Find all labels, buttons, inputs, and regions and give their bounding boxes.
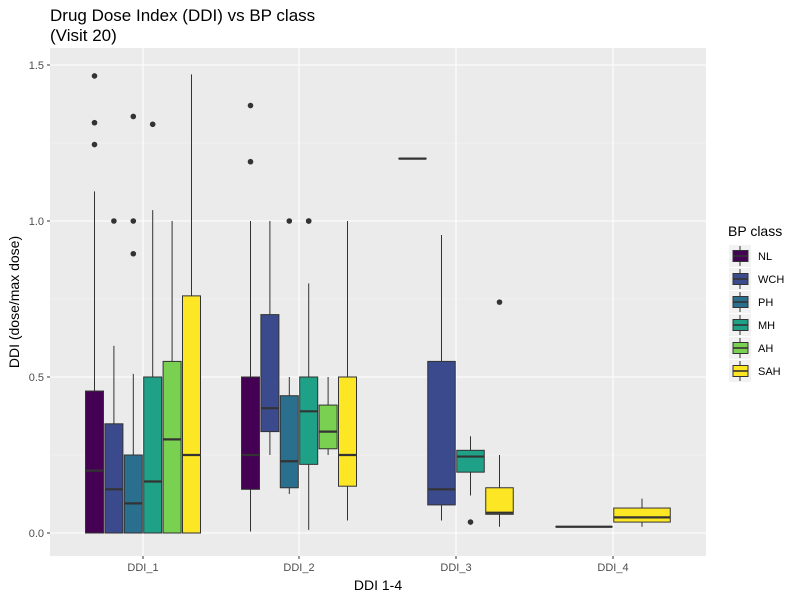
legend-label: WCH (758, 274, 784, 286)
box-wch-ddi_2 (260, 314, 280, 433)
outlier-wch-ddi_1 (111, 218, 117, 224)
legend-label: AH (758, 343, 773, 355)
box-sah-ddi_2 (338, 376, 357, 487)
legend-item-ph: PH (729, 291, 773, 313)
y-axis-ticks: 0.0 0.5 1.0 1.5 (29, 60, 50, 540)
y-tick-label: 0.5 (29, 372, 44, 384)
outliers (91, 73, 503, 525)
outlier-ph-ddi_1 (130, 218, 137, 224)
y-tick-label: 1.0 (29, 216, 44, 228)
y-axis-title: DDI (dose/max dose) (6, 236, 22, 368)
outlier-nl-ddi_1 (91, 141, 98, 148)
outlier-ph-ddi_1 (130, 113, 137, 120)
outlier-ph-ddi_2 (286, 218, 293, 224)
box-sah-ddi_3 (485, 487, 514, 515)
chart-title: Drug Dose Index (DDI) vs BP class (50, 6, 315, 25)
outlier-nl-ddi_2 (247, 158, 254, 165)
legend-item-ah: AH (729, 337, 773, 359)
legend-label: NL (758, 251, 772, 263)
legend-item-mh: MH (729, 314, 775, 336)
outlier-mh-ddi_3 (467, 519, 474, 525)
y-tick-label: 1.5 (29, 60, 44, 72)
x-axis-ticks: DDI_1 DDI_2 DDI_3 DDI_4 (127, 556, 629, 574)
outlier-nl-ddi_1 (91, 73, 98, 79)
x-axis-title: DDI 1-4 (354, 577, 402, 593)
x-tick-label: DDI_4 (597, 562, 628, 574)
box-ph-ddi_2 (279, 395, 299, 489)
legend-title: BP class (728, 223, 782, 239)
outlier-nl-ddi_2 (247, 102, 254, 109)
box-nl-ddi_2 (241, 376, 260, 490)
x-tick-label: DDI_2 (283, 562, 314, 574)
legend-item-nl: NL (729, 245, 772, 267)
legend-label: SAH (758, 366, 781, 378)
x-tick-label: DDI_3 (440, 562, 471, 574)
outlier-ph-ddi_1 (130, 250, 137, 257)
outlier-nl-ddi_1 (91, 119, 98, 126)
legend-label: MH (758, 320, 775, 332)
box-mh-ddi_1 (143, 376, 163, 534)
outlier-mh-ddi_2 (305, 218, 312, 224)
box-sah-ddi_4 (613, 507, 671, 523)
legend-item-wch: WCH (729, 268, 784, 290)
x-tick-label: DDI_1 (127, 562, 158, 574)
grid-lines (50, 48, 706, 556)
outlier-mh-ddi_1 (149, 121, 156, 128)
box-ah-ddi_2 (318, 404, 338, 450)
legend-item-sah: SAH (729, 360, 781, 382)
box-ph-ddi_1 (123, 454, 143, 534)
box-wch-ddi_3 (427, 360, 456, 506)
box-nl-ddi_1 (85, 390, 104, 534)
y-tick-label: 0.0 (29, 528, 44, 540)
outlier-sah-ddi_3 (496, 299, 503, 305)
box-wch-ddi_1 (104, 423, 124, 534)
whiskers (94, 74, 643, 532)
legend: BP class NL WCH PH MH AH SAH (728, 223, 784, 382)
chart-subtitle: (Visit 20) (50, 26, 117, 45)
boxes (85, 157, 671, 534)
box-sah-ddi_1 (182, 295, 201, 534)
box-mh-ddi_3 (456, 449, 485, 473)
legend-label: PH (758, 297, 773, 309)
box-mh-ddi_2 (299, 376, 319, 465)
box-ah-ddi_1 (162, 360, 182, 534)
